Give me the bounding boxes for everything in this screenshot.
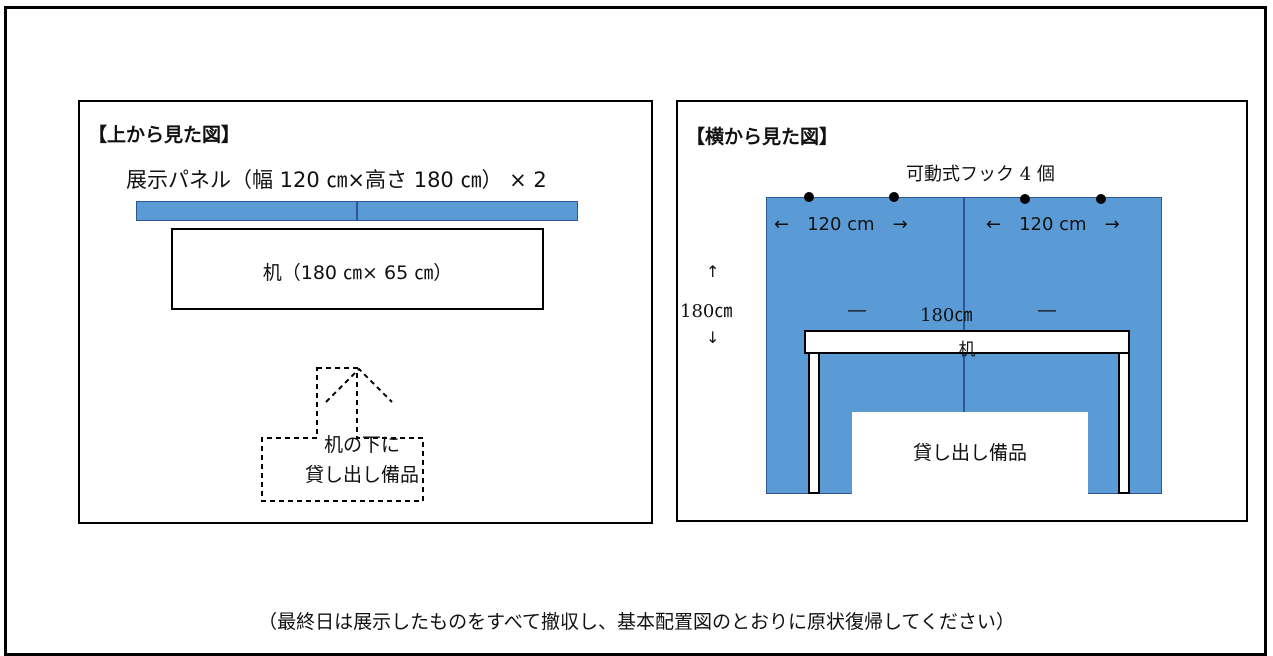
display-panel-left (136, 201, 357, 221)
height-label: 180㎝ (680, 301, 733, 322)
display-panel-right (357, 201, 578, 221)
desk-side-label: 机 (958, 340, 976, 360)
desk-side-top: 机 (804, 330, 1130, 360)
desk-width-right-arrow-icon: ― (1038, 300, 1056, 321)
below-desk-text: 机の下に 貸し出し備品 (262, 430, 462, 490)
desk-width-label: 180㎝ (920, 305, 973, 326)
desk-leg-left (808, 352, 820, 494)
hooks-label: 可動式フック 4 個 (906, 164, 1055, 185)
side-view-frame: 【横から見た図】 可動式フック 4 個 ← 120 cm → ← 120 cm … (676, 100, 1248, 522)
below-desk-line1: 机の下に (323, 434, 400, 456)
top-view-title: 【上から見た図】 (88, 124, 241, 146)
desk-leg-right (1118, 352, 1130, 494)
display-panel-label: 展示パネル（幅 120 ㎝×高さ 180 ㎝） × 2 (126, 168, 547, 192)
hook-4-icon (1096, 194, 1106, 204)
hook-1-icon (804, 192, 814, 202)
below-desk-arrow-icon (261, 367, 424, 502)
top-view-frame: 【上から見た図】 展示パネル（幅 120 ㎝×高さ 180 ㎝） × 2 机（1… (78, 100, 653, 524)
height-arrow-down-icon: ↓ (706, 328, 720, 347)
hook-3-icon (1020, 194, 1030, 204)
hook-2-icon (889, 192, 899, 202)
equipment-label: 貸し出し備品 (912, 442, 1027, 464)
height-arrow-up-icon: ↑ (706, 262, 720, 281)
panel-width-right: ← 120 cm → (986, 214, 1120, 235)
side-view-title: 【横から見た図】 (686, 126, 839, 148)
arrow-head-icon (325, 367, 393, 403)
equipment-box: 貸し出し備品 (852, 412, 1088, 494)
desk-width-left-arrow-icon: ― (848, 300, 866, 321)
below-desk-line2: 貸し出し備品 (304, 464, 419, 486)
panel-width-left: ← 120 cm → (774, 214, 908, 235)
desk-top-view: 机（180 ㎝× 65 ㎝） (171, 228, 544, 310)
desk-top-label: 机（180 ㎝× 65 ㎝） (262, 262, 453, 284)
footer-note: （最終日は展示したものをすべて撤収し、基本配置図のとおりに原状復帰してください） (258, 611, 1015, 633)
